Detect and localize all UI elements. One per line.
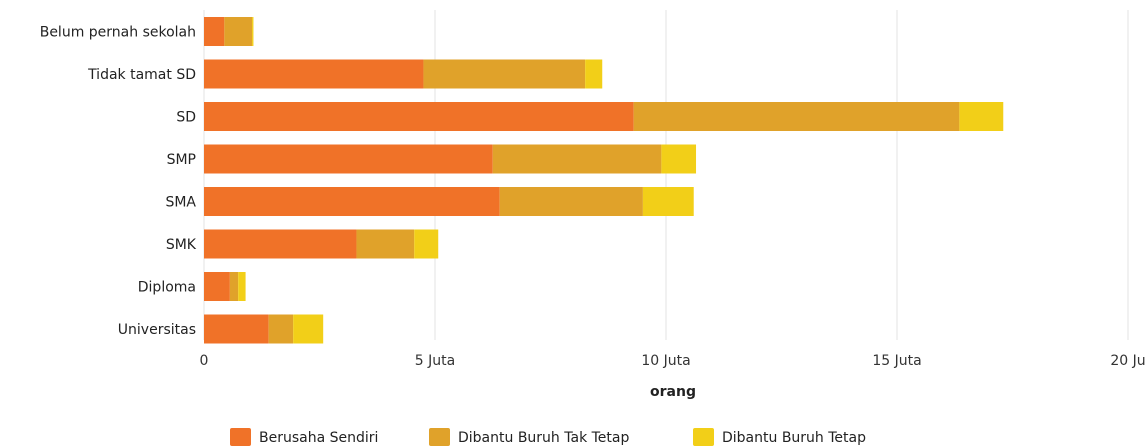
category-label: SMA <box>165 195 196 211</box>
category-label: Universitas <box>118 322 196 338</box>
category-label: Diploma <box>138 280 196 296</box>
bar-segment[interactable] <box>492 144 662 174</box>
x-tick-label: 0 <box>200 353 209 369</box>
category-label: Tidak tamat SD <box>87 67 196 83</box>
bar-segment[interactable] <box>356 229 415 259</box>
bar-segment[interactable] <box>642 187 694 216</box>
bar-segment[interactable] <box>204 144 493 174</box>
bar-segment[interactable] <box>204 17 225 46</box>
legend-item[interactable]: Berusaha Sendiri <box>230 428 378 446</box>
bar-segment[interactable] <box>661 144 697 174</box>
x-tick-label: 5 Juta <box>415 353 455 369</box>
bar-segment[interactable] <box>423 59 586 89</box>
bar-segment[interactable] <box>633 102 960 131</box>
bar-segment[interactable] <box>414 229 439 259</box>
legend-swatch <box>230 428 251 446</box>
bar-segment[interactable] <box>585 59 603 89</box>
category-label: SMK <box>166 237 197 253</box>
category-labels: Belum pernah sekolah Tidak tamat SD SD SMP S… <box>40 25 197 339</box>
legend-swatch <box>693 428 714 446</box>
bar-segment[interactable] <box>293 314 324 344</box>
bar-segment[interactable] <box>204 229 357 259</box>
legend-item[interactable]: Dibantu Buruh Tetap <box>693 428 866 446</box>
x-tick-labels: 0 5 Juta 10 Juta 15 Juta 20 Ju <box>200 353 1146 369</box>
bar-segment[interactable] <box>499 187 643 216</box>
category-label: SD <box>176 110 196 126</box>
legend-label: Berusaha Sendiri <box>259 430 378 446</box>
x-tick-label: 10 Juta <box>641 353 690 369</box>
bar-segment[interactable] <box>204 102 634 131</box>
bar-segment[interactable] <box>268 314 294 344</box>
x-tick-label: 20 Ju <box>1110 353 1145 369</box>
legend-label: Dibantu Buruh Tak Tetap <box>458 430 629 446</box>
legend[interactable]: Berusaha Sendiri Dibantu Buruh Tak Tetap D… <box>230 428 866 446</box>
legend-label: Dibantu Buruh Tetap <box>722 430 866 446</box>
bar-segment[interactable] <box>204 187 500 216</box>
bar-segment[interactable] <box>204 272 230 301</box>
bar-segment[interactable] <box>204 59 424 89</box>
category-label: SMP <box>167 152 196 168</box>
legend-swatch <box>429 428 450 446</box>
x-tick-label: 15 Juta <box>872 353 921 369</box>
bar-segment[interactable] <box>959 102 1004 131</box>
bars <box>204 17 1004 344</box>
bar-segment[interactable] <box>238 272 246 301</box>
category-label: Belum pernah sekolah <box>40 25 196 41</box>
bar-segment[interactable] <box>252 17 254 46</box>
bar-segment[interactable] <box>224 17 253 46</box>
legend-item[interactable]: Dibantu Buruh Tak Tetap <box>429 428 629 446</box>
x-axis-title: orang <box>650 384 696 400</box>
bar-segment[interactable] <box>229 272 239 301</box>
bar-segment[interactable] <box>204 314 269 344</box>
